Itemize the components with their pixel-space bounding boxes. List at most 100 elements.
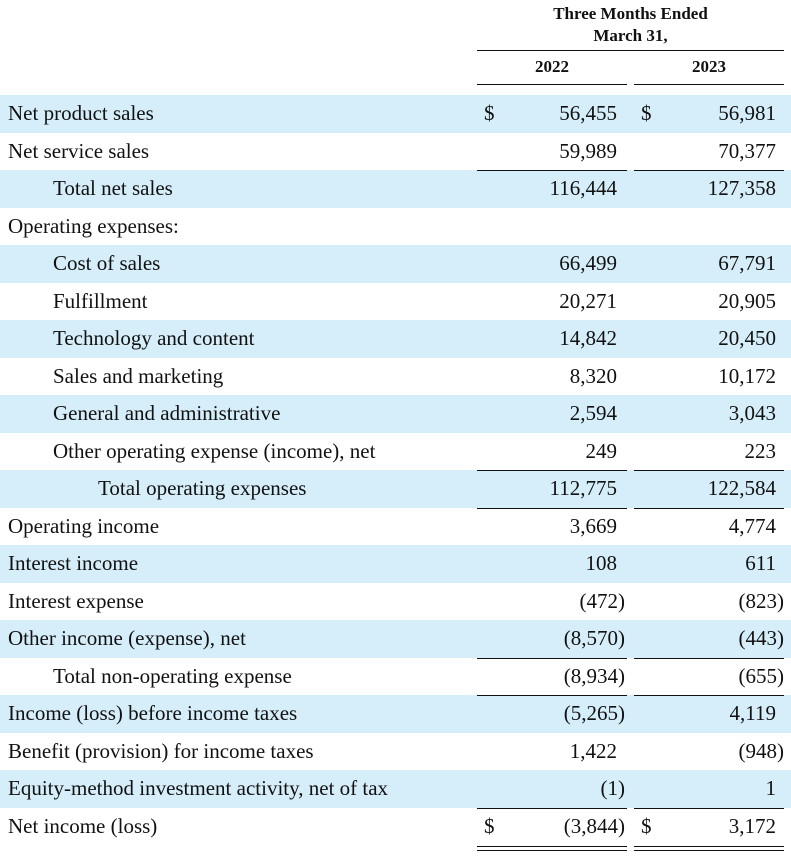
value-2023: 70,377 [718,138,776,163]
year-2022-header: 2022 [535,57,569,76]
table-row-equity-method-activity: Equity-method investment activity, net o… [0,770,791,808]
row-label: Technology and content [53,326,255,350]
table-row-net-service-sales: Net service sales 59,989 70,377 [0,133,791,171]
row-label: Income (loss) before income taxes [8,701,298,725]
value-2022: 56,455 [559,101,617,125]
total-double-rule [477,846,627,851]
value-2023: 122,584 [707,476,776,500]
year-2023-rule [634,84,784,85]
value-2022: 8,320 [569,363,617,388]
year-2022-rule [477,84,627,85]
value-2022: 108 [585,551,618,575]
total-double-rule [634,846,784,851]
table-row-income-before-taxes: Income (loss) before income taxes (5,265… [0,695,791,733]
subtotal-rule [634,657,784,659]
value-2023: 127,358 [707,176,776,200]
value-2023: 67,791 [718,251,776,275]
row-label: Interest expense [8,588,144,613]
table-row-technology-and-content: Technology and content 14,842 20,450 [0,320,791,358]
row-label: Operating expenses: [8,213,179,238]
value-2022: (472) [579,588,626,613]
row-label: Total net sales [53,176,173,200]
value-2023: (443) [738,626,785,650]
value-2022: 14,842 [559,326,617,350]
subtotal-rule [634,507,784,509]
value-2022: (8,934) [563,663,625,688]
value-2022: 116,444 [549,176,617,200]
table-row-other-income-expense: Other income (expense), net (8,570) (443… [0,620,791,658]
table-row-operating-income: Operating income 3,669 4,774 [0,507,791,546]
value-2022: 112,775 [549,476,617,500]
period-header: Three Months Ended March 31, [477,3,784,47]
subtotal-rule [634,695,784,696]
table-row-net-income: Net income (loss) $ (3,844) $ 3,172 [0,807,791,851]
row-label: Net income (loss) [8,813,158,838]
value-2023: 20,905 [718,288,776,313]
period-line-1: Three Months Ended [553,4,708,23]
row-label: Total operating expenses [98,476,307,500]
value-2022: (8,570) [563,626,625,650]
row-label: Other income (expense), net [8,626,246,650]
table-row-total-operating-expenses: Total operating expenses 112,775 122,584 [0,470,791,508]
table-row-total-net-sales: Total net sales 116,444 127,358 [0,170,791,208]
table-row-fulfillment: Fulfillment 20,271 20,905 [0,283,791,321]
subtotal-rule [477,807,627,809]
income-statement-table: Net product sales $ 56,455 $ 56,981 Net … [0,95,791,851]
subtotal-rule [477,470,627,471]
row-label: Fulfillment [53,288,148,313]
table-row-income-tax-provision: Benefit (provision) for income taxes 1,4… [0,733,791,771]
row-label: Total non-operating expense [53,663,292,688]
value-2022: 66,499 [559,251,617,275]
table-row-net-product-sales: Net product sales $ 56,455 $ 56,981 [0,95,791,133]
row-label: Benefit (provision) for income taxes [8,738,314,763]
table-row-other-operating-expense: Other operating expense (income), net 24… [0,433,791,471]
currency-symbol: $ [641,813,652,838]
value-2022: (5,265) [563,701,625,725]
subtotal-rule [634,470,784,471]
currency-symbol: $ [641,101,652,125]
row-label: Cost of sales [53,251,161,275]
row-label: Net product sales [8,101,154,125]
row-label: Interest income [8,551,139,575]
subtotal-rule [477,695,627,696]
header-rule [477,50,784,51]
value-2022: 1,422 [569,738,617,763]
value-2023: 4,774 [728,513,776,538]
year-2023-header: 2023 [692,57,726,76]
currency-symbol: $ [484,101,495,125]
row-label: Sales and marketing [53,363,224,388]
value-2023: 223 [744,438,777,463]
value-2022: (3,844) [563,813,625,838]
subtotal-rule [477,507,627,509]
subtotal-rule [477,170,627,171]
value-2023: (655) [738,663,785,688]
table-row-cost-of-sales: Cost of sales 66,499 67,791 [0,245,791,283]
table-row-operating-expenses-heading: Operating expenses: [0,208,791,246]
value-2023: 1 [765,776,777,800]
table-row-general-and-administrative: General and administrative 2,594 3,043 [0,395,791,433]
value-2023: 56,981 [718,101,776,125]
value-2023: 20,450 [718,326,776,350]
subtotal-rule [634,807,784,809]
table-row-interest-expense: Interest expense (472) (823) [0,583,791,621]
value-2023: 3,172 [728,813,776,838]
value-2023: (948) [738,738,785,763]
value-2023: 3,043 [728,401,776,425]
value-2022: (1) [600,776,626,800]
table-row-total-non-operating-expense: Total non-operating expense (8,934) (655… [0,657,791,696]
row-label: General and administrative [53,401,281,425]
row-label: Other operating expense (income), net [53,438,376,463]
value-2022: 2,594 [569,401,617,425]
value-2022: 20,271 [559,288,617,313]
period-line-2: March 31, [593,26,668,45]
row-label: Net service sales [8,138,150,163]
row-label: Operating income [8,513,160,538]
value-2022: 3,669 [569,513,617,538]
currency-symbol: $ [484,813,495,838]
table-row-sales-and-marketing: Sales and marketing 8,320 10,172 [0,358,791,396]
value-2022: 249 [585,438,618,463]
subtotal-rule [634,170,784,171]
value-2023: (823) [738,588,785,613]
table-row-interest-income: Interest income 108 611 [0,545,791,583]
subtotal-rule [477,657,627,659]
